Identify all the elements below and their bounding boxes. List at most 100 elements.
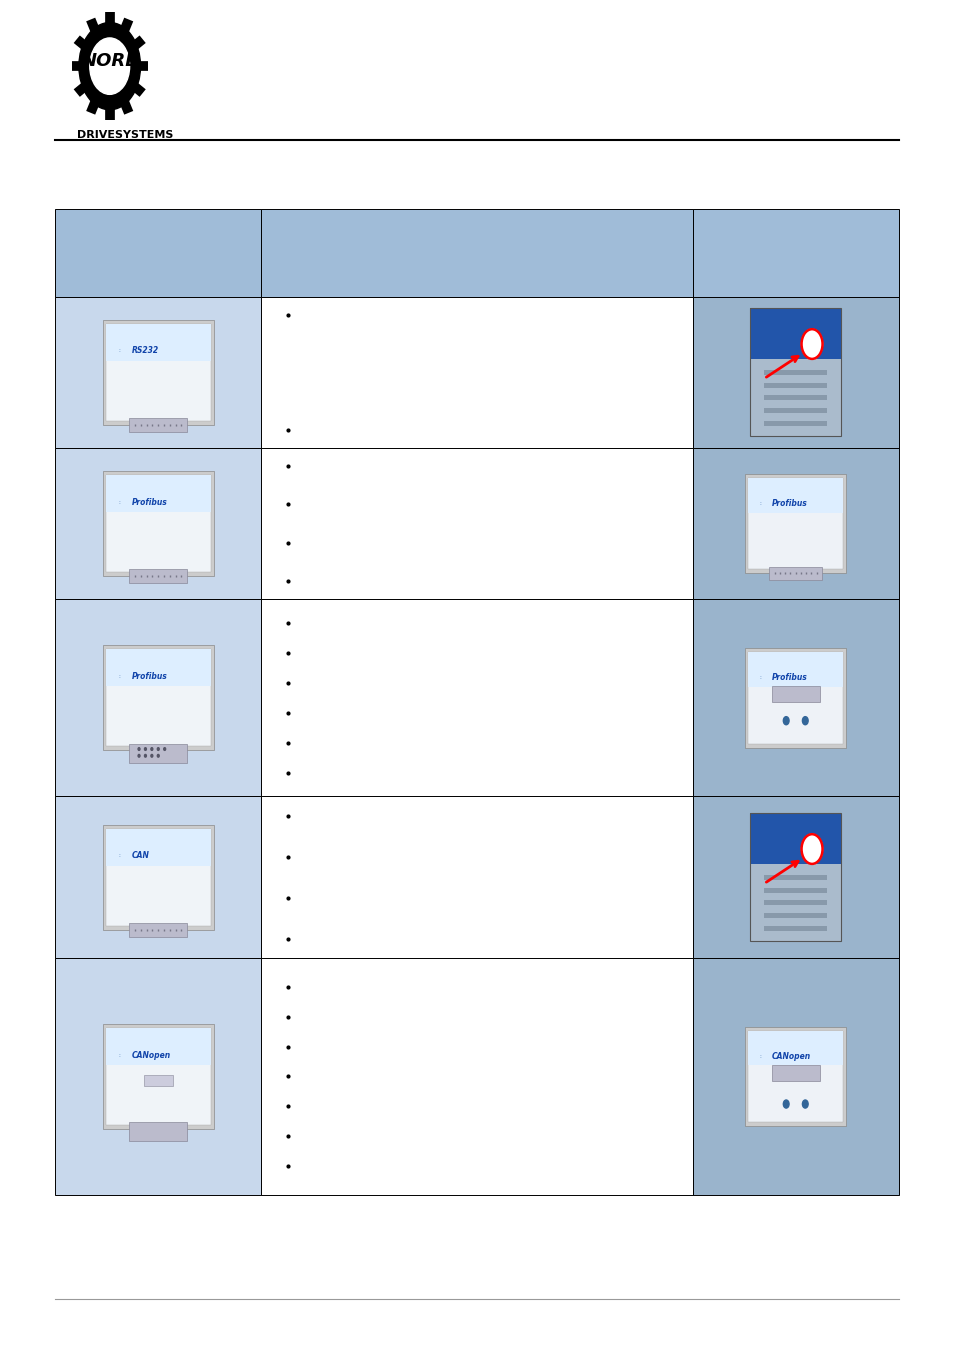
Bar bbox=[763, 900, 826, 906]
Bar bbox=[763, 370, 826, 375]
Bar bbox=[106, 324, 211, 360]
Bar bbox=[747, 652, 842, 744]
Bar bbox=[763, 382, 826, 387]
Bar bbox=[55, 448, 261, 599]
Circle shape bbox=[151, 748, 152, 751]
Bar bbox=[750, 308, 841, 359]
Bar bbox=[747, 478, 842, 570]
Text: :: : bbox=[118, 1053, 120, 1057]
Bar bbox=[750, 359, 841, 436]
Bar bbox=[130, 744, 187, 763]
Circle shape bbox=[138, 755, 140, 757]
Bar bbox=[103, 320, 213, 425]
Bar bbox=[763, 421, 826, 427]
Text: Profibus: Profibus bbox=[771, 500, 807, 508]
Bar bbox=[747, 1030, 842, 1122]
Bar bbox=[130, 570, 187, 583]
Text: RS232: RS232 bbox=[132, 347, 159, 355]
Bar bbox=[763, 408, 826, 413]
Bar bbox=[261, 796, 692, 958]
Text: :: : bbox=[118, 674, 120, 679]
Text: DRIVESYSTEMS: DRIVESYSTEMS bbox=[77, 131, 173, 140]
Bar bbox=[106, 1027, 211, 1065]
Bar bbox=[130, 1122, 187, 1141]
Circle shape bbox=[782, 1100, 788, 1108]
Text: :: : bbox=[118, 853, 120, 859]
Text: :: : bbox=[759, 675, 760, 680]
Text: :: : bbox=[759, 501, 760, 506]
Bar bbox=[130, 418, 187, 432]
Bar bbox=[261, 599, 692, 796]
Bar bbox=[692, 796, 898, 958]
Bar bbox=[747, 1030, 842, 1065]
Circle shape bbox=[157, 755, 159, 757]
Circle shape bbox=[79, 23, 140, 109]
Bar bbox=[692, 297, 898, 448]
Bar bbox=[261, 958, 692, 1195]
Bar bbox=[106, 475, 211, 512]
Bar bbox=[130, 923, 187, 937]
Bar bbox=[692, 448, 898, 599]
Text: Profibus: Profibus bbox=[132, 498, 168, 506]
Text: CANopen: CANopen bbox=[132, 1050, 171, 1060]
Bar bbox=[763, 396, 826, 401]
Circle shape bbox=[151, 755, 152, 757]
Text: :: : bbox=[118, 500, 120, 505]
Bar bbox=[106, 1027, 211, 1125]
Bar bbox=[769, 567, 821, 580]
Bar bbox=[103, 1023, 213, 1129]
Bar bbox=[106, 475, 211, 572]
Circle shape bbox=[801, 329, 821, 359]
Bar bbox=[106, 649, 211, 686]
Bar bbox=[747, 478, 842, 513]
Text: NORD: NORD bbox=[82, 53, 141, 70]
Bar bbox=[763, 887, 826, 892]
Bar bbox=[747, 652, 842, 687]
Bar bbox=[744, 474, 845, 574]
Bar bbox=[55, 209, 261, 297]
Circle shape bbox=[157, 748, 159, 751]
Bar bbox=[106, 829, 211, 926]
Bar bbox=[692, 209, 898, 297]
Bar bbox=[771, 686, 819, 702]
Bar bbox=[750, 864, 841, 941]
Bar bbox=[261, 297, 692, 448]
Bar bbox=[103, 471, 213, 576]
Text: Profibus: Profibus bbox=[771, 674, 807, 682]
Bar bbox=[55, 297, 261, 448]
Bar bbox=[106, 649, 211, 747]
Text: Profibus: Profibus bbox=[132, 672, 168, 680]
Bar bbox=[771, 1065, 819, 1081]
Bar bbox=[55, 958, 261, 1195]
Bar bbox=[763, 913, 826, 918]
Bar bbox=[106, 324, 211, 421]
Text: :: : bbox=[759, 1054, 760, 1058]
Circle shape bbox=[144, 748, 146, 751]
Circle shape bbox=[801, 717, 807, 725]
Bar bbox=[750, 308, 841, 436]
Bar bbox=[744, 1026, 845, 1126]
Circle shape bbox=[90, 38, 130, 95]
Circle shape bbox=[138, 748, 140, 751]
Bar bbox=[750, 813, 841, 864]
Circle shape bbox=[164, 748, 166, 751]
Text: :: : bbox=[118, 348, 120, 354]
Circle shape bbox=[144, 755, 146, 757]
Bar bbox=[750, 813, 841, 941]
Bar bbox=[261, 209, 692, 297]
Bar bbox=[144, 1076, 172, 1087]
Bar bbox=[763, 926, 826, 931]
Bar bbox=[55, 599, 261, 796]
Bar bbox=[261, 448, 692, 599]
Circle shape bbox=[801, 834, 821, 864]
Bar bbox=[744, 648, 845, 748]
Circle shape bbox=[782, 717, 788, 725]
Bar bbox=[692, 599, 898, 796]
Bar bbox=[55, 796, 261, 958]
Bar bbox=[692, 958, 898, 1195]
Text: CANopen: CANopen bbox=[771, 1052, 810, 1061]
Bar bbox=[763, 875, 826, 880]
Text: CAN: CAN bbox=[132, 852, 150, 860]
Bar bbox=[106, 829, 211, 865]
Bar bbox=[103, 825, 213, 930]
